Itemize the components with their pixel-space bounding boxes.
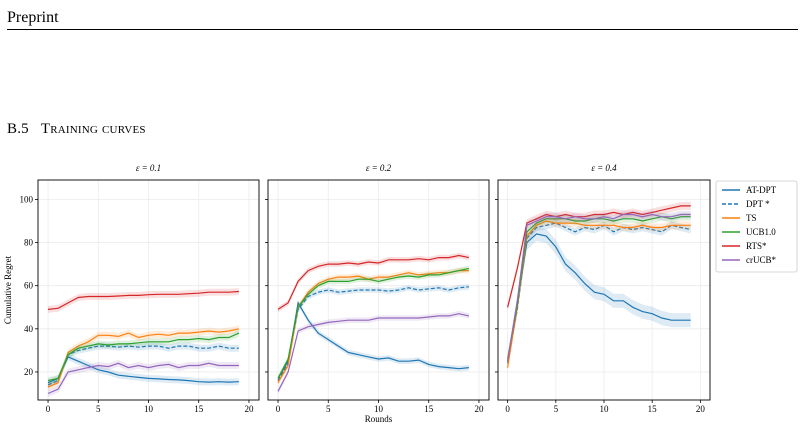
series-band (48, 353, 239, 387)
section-number: B.5 (7, 121, 29, 137)
series-line (47, 332, 240, 382)
series-band (48, 329, 239, 384)
series-line (47, 290, 239, 310)
series-line (507, 220, 691, 368)
series-band (507, 226, 691, 369)
y-tick-label: 20 (24, 367, 34, 377)
series-band (278, 252, 469, 313)
x-axis-label: Rounds (365, 414, 393, 424)
x-tick-label: 15 (424, 404, 434, 414)
legend-item-label: RTS* (746, 241, 767, 251)
y-tick-label: 80 (24, 238, 34, 248)
chart-title: ε = 0.4 (591, 163, 617, 173)
series-line (277, 254, 470, 310)
series-line (507, 233, 691, 362)
series-line (277, 301, 469, 379)
section-heading: B.5 Training curves (7, 121, 146, 138)
series-line (47, 356, 239, 384)
x-tick-label: 5 (554, 404, 559, 414)
legend-item-label: DPT * (746, 199, 770, 209)
x-tick-label: 5 (96, 404, 101, 414)
x-tick-label: 0 (46, 404, 51, 414)
x-tick-label: 5 (326, 404, 331, 414)
running-header: Preprint (7, 9, 59, 26)
series-line (507, 213, 691, 362)
legend-item-label: TS (746, 213, 757, 223)
chart-panel-1: 0 5 10 15 20 20 40 60 80 100 ε = 0.1 Cumulative Reg… (3, 163, 260, 414)
section-title: Training curves (40, 121, 146, 137)
series-band (48, 359, 239, 397)
x-tick-label: 0 (276, 404, 281, 414)
series-band (278, 265, 469, 382)
series-line (277, 313, 470, 392)
series-band (278, 310, 469, 395)
x-tick-label: 10 (374, 404, 384, 414)
chart-panel-2: 0 5 10 15 20 ε = 0.2 Rounds (265, 163, 490, 424)
y-tick-label: 60 (24, 281, 34, 291)
series-line (507, 205, 691, 308)
series-line (47, 328, 240, 388)
header-rule (7, 29, 798, 30)
y-tick-label: 100 (20, 194, 34, 204)
x-tick-label: 20 (696, 404, 706, 414)
series-line (277, 286, 469, 381)
x-tick-label: 15 (194, 404, 204, 414)
legend-item-label: crUCB* (746, 255, 776, 265)
x-tick-label: 0 (505, 404, 510, 414)
series-band (48, 288, 239, 313)
series-line (277, 267, 470, 379)
series-line (47, 362, 239, 395)
legend-item-label: UCB1.0 (746, 227, 776, 237)
series-line (47, 345, 239, 386)
x-tick-label: 10 (144, 404, 154, 414)
y-tick-label: 40 (24, 324, 34, 334)
legend-item-label: AT-DPT (746, 185, 777, 195)
x-tick-label: 15 (648, 404, 658, 414)
series-line (507, 222, 691, 364)
x-tick-label: 20 (474, 404, 484, 414)
x-tick-label: 20 (244, 404, 254, 414)
series-line (277, 270, 469, 384)
series-band (278, 300, 469, 382)
y-axis-label: Cumulative Regret (3, 255, 13, 324)
chart-panel-3: 0 5 10 15 20 ε = 0.4 (495, 163, 711, 414)
chart-title: ε = 0.2 (366, 163, 392, 173)
x-tick-label: 10 (600, 404, 610, 414)
series-band (48, 342, 239, 389)
legend: AT-DPT DPT * TS UCB1.0 RTS* crUCB* (715, 180, 798, 273)
chart-title: ε = 0.1 (136, 163, 161, 173)
series-line (507, 216, 691, 360)
